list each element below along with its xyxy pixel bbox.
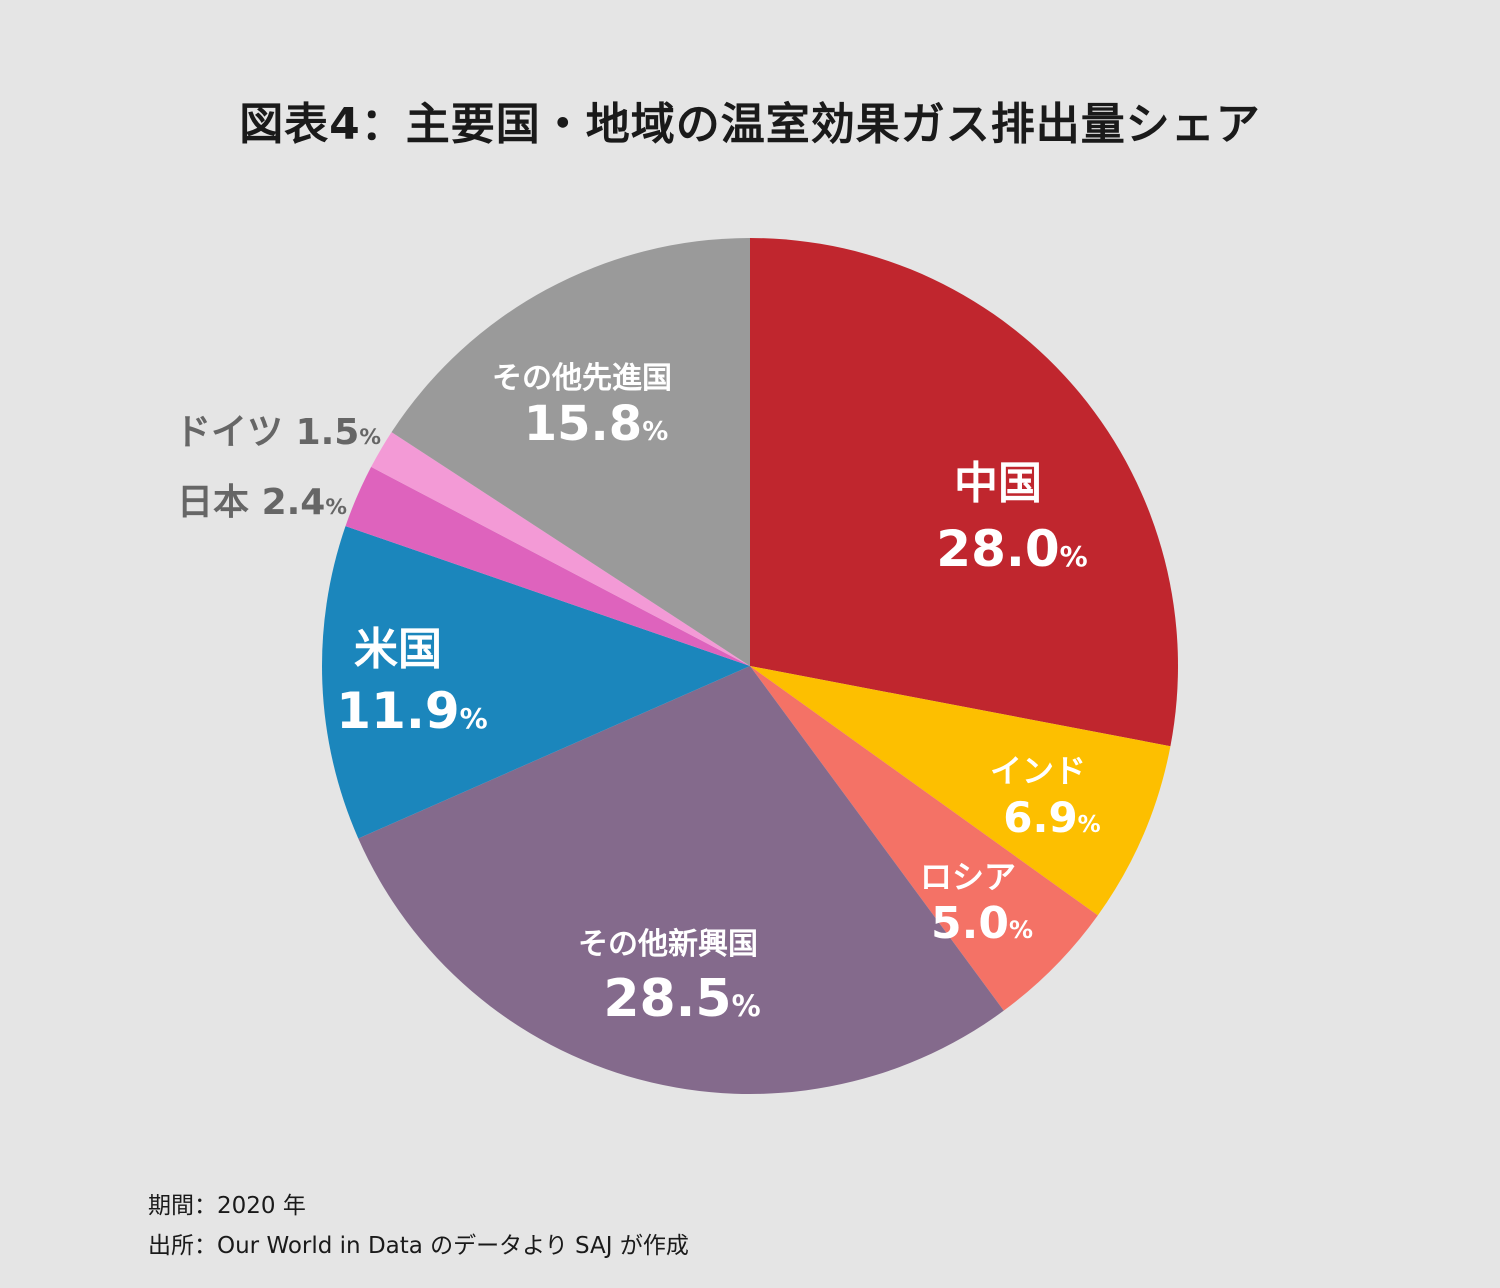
pie-slice-インド <box>750 666 1171 916</box>
source-note: 出所：Our World in Data のデータより SAJ が作成 <box>148 1233 689 1259</box>
pie-slice-その他新興国 <box>358 666 1004 1094</box>
slice-name-ロシア: ロシア <box>920 858 1016 896</box>
pie-slice-その他先進国 <box>391 238 750 666</box>
slice-name-インド: インド <box>990 752 1086 790</box>
pie-slice-ドイツ <box>371 432 750 666</box>
slice-value-インド: 6.9% <box>1003 793 1100 842</box>
slice-name-中国: 中国 <box>954 458 1042 509</box>
slice-label-ドイツ: ドイツ 1.5% <box>175 412 381 453</box>
slice-name-その他先進国: その他先進国 <box>492 361 672 396</box>
slice-value-その他先進国: 15.8% <box>524 396 669 452</box>
pie-slice-ロシア <box>750 666 1098 1011</box>
chart-title: 図表4：主要国・地域の温室効果ガス排出量シェア <box>239 99 1261 150</box>
slice-label-日本: 日本 2.4% <box>177 482 347 523</box>
period-note: 期間：2020 年 <box>148 1193 306 1219</box>
slice-name-その他新興国: その他新興国 <box>578 927 758 962</box>
slice-value-その他新興国: 28.5% <box>603 969 760 1029</box>
pie-slice-日本 <box>345 466 750 666</box>
slice-value-米国: 11.9% <box>336 682 487 740</box>
slice-name-米国: 米国 <box>354 624 442 675</box>
pie-slice-中国 <box>750 238 1178 747</box>
slice-value-ロシア: 5.0% <box>931 898 1033 949</box>
slice-value-中国: 28.0% <box>936 520 1087 578</box>
pie-slices <box>321 238 1178 1094</box>
pie-slice-米国 <box>321 526 750 839</box>
